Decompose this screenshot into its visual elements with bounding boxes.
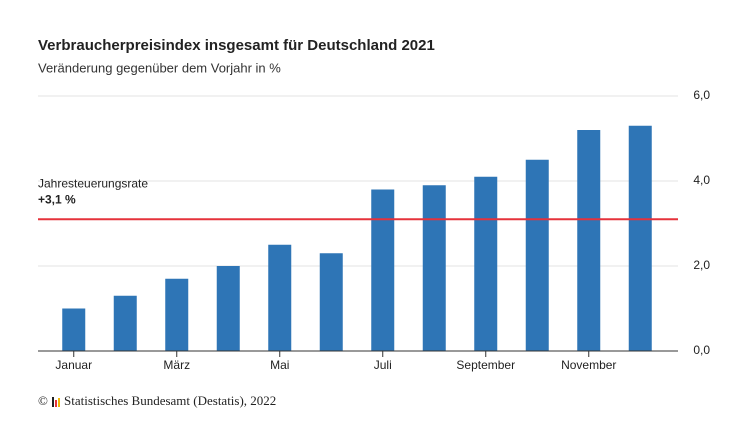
x-tick-label: Juli: [374, 358, 392, 372]
y-tick-label: 4,0: [693, 173, 710, 187]
y-tick-label: 0,0: [693, 343, 710, 357]
bar: [62, 308, 86, 351]
y-tick-label: 6,0: [693, 88, 710, 102]
copyright: ©: [38, 393, 48, 408]
chart-title: Verbraucherpreisindex insgesamt für Deut…: [38, 37, 435, 54]
bar: [216, 266, 240, 351]
x-tick-label: Januar: [55, 358, 92, 372]
x-tick-label: Mai: [270, 358, 289, 372]
bar: [628, 125, 652, 351]
source: Statistisches Bundesamt (Destatis), 2022: [64, 393, 276, 408]
bar: [422, 185, 446, 351]
x-tick-label: März: [163, 358, 190, 372]
y-tick-label: 2,0: [693, 258, 710, 272]
chart-subtitle: Veränderung gegenüber dem Vorjahr in %: [38, 60, 281, 75]
bar: [268, 244, 292, 351]
reference-name: Jahresteuerungsrate: [38, 176, 148, 190]
bar: [474, 176, 498, 351]
x-tick-label: November: [561, 358, 616, 372]
bar: [371, 189, 395, 351]
reference-label: +3,1 %: [38, 192, 76, 206]
bar: [577, 130, 601, 351]
bar: [165, 278, 189, 351]
bar: [525, 159, 549, 351]
logo: [52, 397, 60, 407]
x-tick-label: September: [456, 358, 515, 372]
bar: [319, 253, 343, 351]
bar: [113, 295, 137, 351]
